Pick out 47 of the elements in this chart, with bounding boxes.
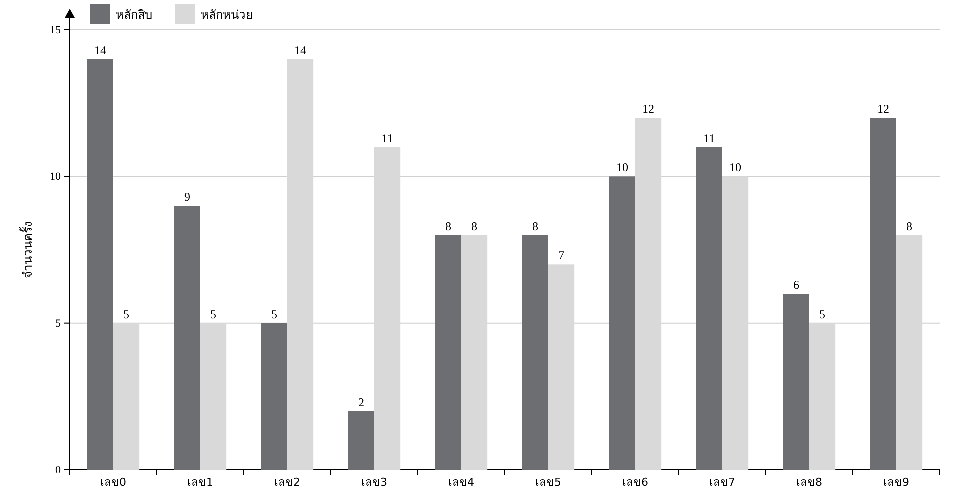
bar [261,323,288,470]
data-label: 14 [94,43,106,58]
data-label: 10 [616,160,628,175]
data-label: 12 [877,102,890,116]
data-label: 7 [558,248,565,263]
data-label: 14 [294,43,307,58]
legend-label: หลักสิบ [116,8,153,22]
data-label: 8 [906,219,913,234]
legend-label: หลักหน่วย [201,8,253,22]
data-label: 12 [642,102,655,116]
x-tick-label: เลข4 [448,476,474,489]
data-label: 11 [704,131,716,146]
x-tick-label: เลข2 [274,476,300,489]
bar [87,59,114,470]
x-tick-label: เลข8 [796,476,822,489]
bar [609,176,636,470]
data-label: 6 [793,278,800,292]
y-tick-label: 15 [50,24,62,37]
x-tick-label: เลข6 [622,476,648,489]
x-tick-label: เลข7 [710,476,736,489]
data-label: 8 [472,219,478,234]
y-tick-label: 0 [56,464,62,477]
y-tick-label: 5 [56,318,62,330]
data-label: 5 [210,307,217,322]
data-label: 11 [382,131,394,146]
data-label: 5 [271,307,278,322]
y-axis-title: จำนวนครั้ง [19,222,35,278]
x-tick-label: เลข1 [188,476,214,489]
data-label: 8 [445,219,452,234]
bar [174,206,200,470]
bar [783,294,810,470]
x-tick-label: เลข9 [884,476,910,489]
data-label: 8 [532,219,538,234]
x-tick-label: เลข3 [362,476,388,489]
x-tick-label: เลข5 [536,476,562,489]
data-label: 9 [184,190,190,204]
bar [522,235,548,470]
data-label: 10 [730,160,742,175]
data-label: 2 [358,395,364,410]
bar [435,235,462,470]
data-label: 5 [124,307,130,322]
data-label: 5 [820,307,826,322]
bar [348,411,374,470]
bar [696,147,722,470]
y-tick-label: 10 [50,171,62,184]
x-tick-label: เลข0 [100,476,126,489]
bar [870,118,896,470]
